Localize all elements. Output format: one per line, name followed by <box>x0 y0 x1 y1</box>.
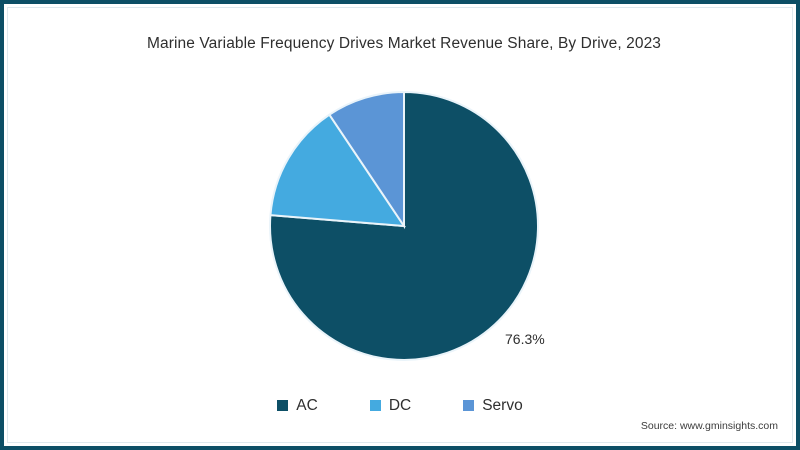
legend-swatch-icon <box>463 400 475 412</box>
legend-item-label: Servo <box>482 397 523 414</box>
chart-legend: AC DC Servo <box>4 398 796 414</box>
legend-item-label: AC <box>296 397 318 414</box>
legend-swatch-icon <box>277 400 289 412</box>
legend-item-servo[interactable]: Servo <box>463 398 523 414</box>
source-attribution: Source: www.gminsights.com <box>640 420 778 432</box>
pie-chart-svg <box>269 90 540 361</box>
pie-chart <box>269 90 540 361</box>
pie-slice-group <box>269 90 540 361</box>
legend-item-ac[interactable]: AC <box>277 398 318 414</box>
legend-item-dc[interactable]: DC <box>369 397 412 414</box>
slice-value-label-ac: 76.3% <box>505 331 545 347</box>
page-title: Marine Variable Frequency Drives Market … <box>147 35 662 52</box>
pie-slice-dc <box>269 113 406 228</box>
pie-slice-servo <box>327 90 405 230</box>
legend-item-label: DC <box>388 397 412 414</box>
legend-swatch-icon <box>369 400 381 412</box>
